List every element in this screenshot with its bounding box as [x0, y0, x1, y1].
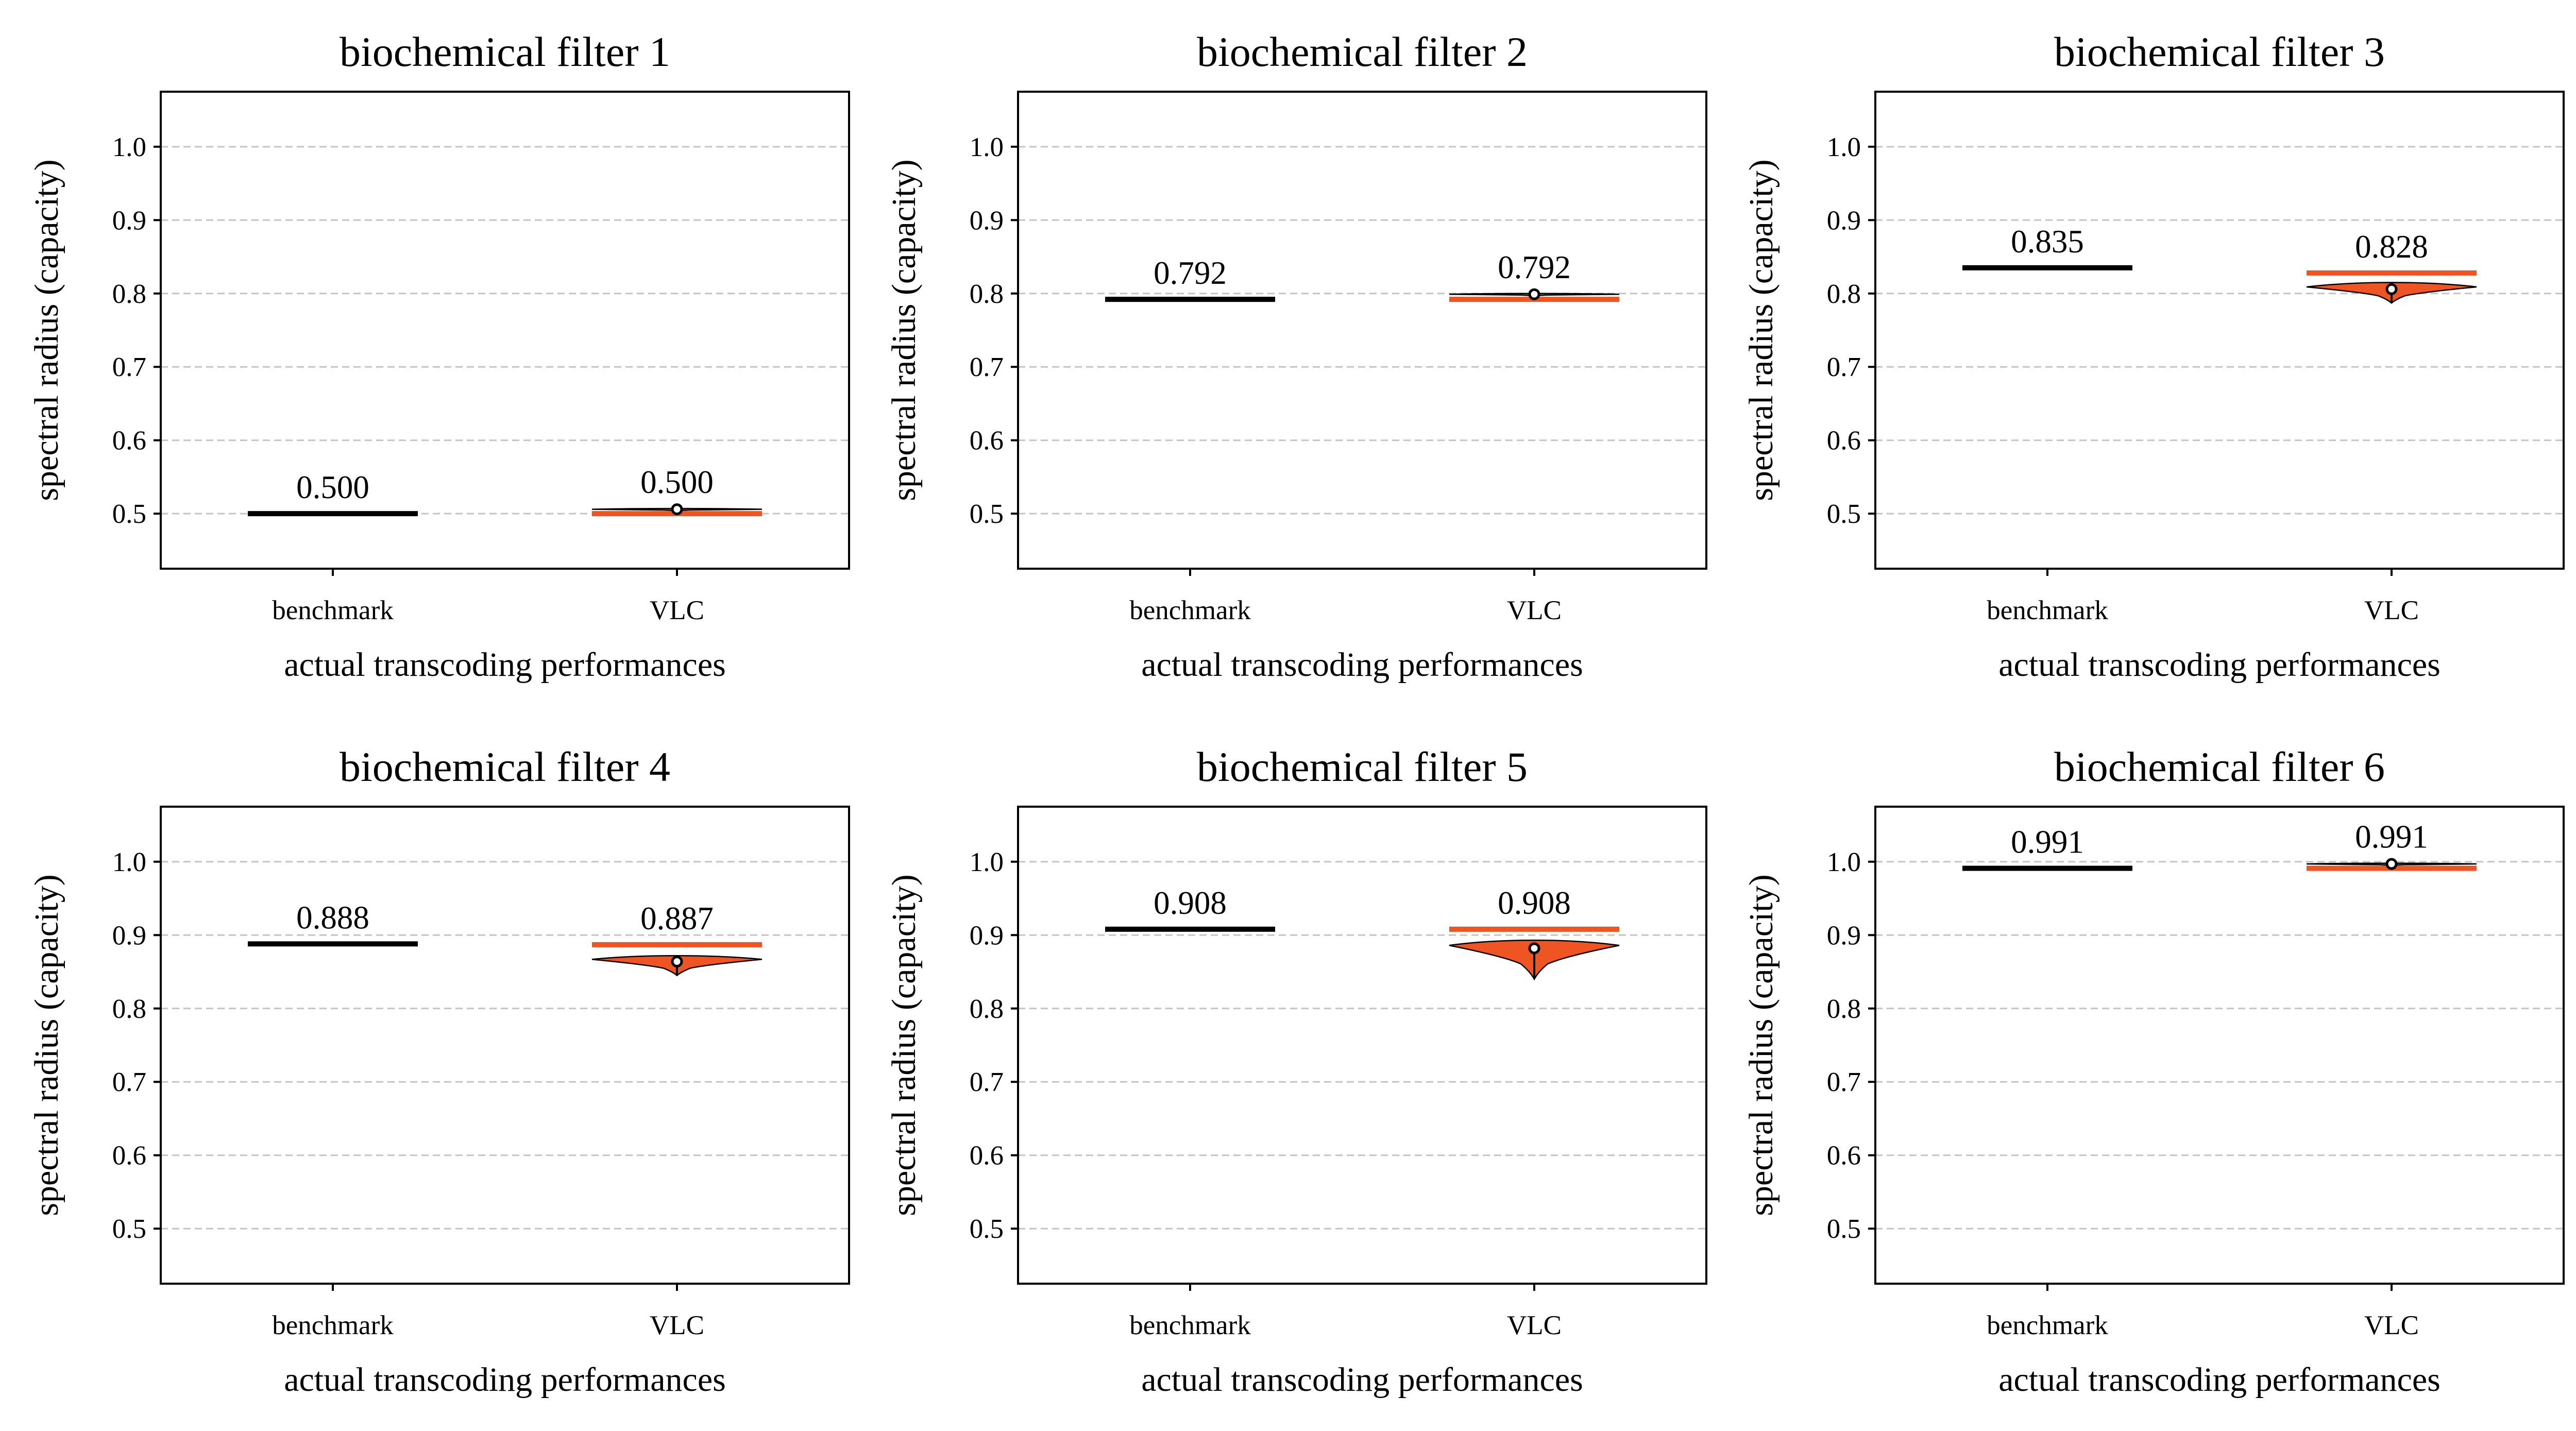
benchmark-value-label: 0.888 — [296, 899, 369, 935]
y-tick-label: 0.8 — [1827, 994, 1861, 1024]
vlc-value-label: 0.500 — [640, 464, 714, 500]
x-tick-label: VLC — [2364, 595, 2419, 625]
y-tick-label: 1.0 — [970, 847, 1004, 877]
plot-frame — [1017, 91, 1707, 570]
y-tick-label: 0.9 — [1827, 921, 1861, 950]
y-tick-label: 1.0 — [112, 132, 146, 162]
y-tick-label: 0.6 — [112, 426, 146, 456]
plot-frame — [160, 91, 850, 570]
x-tick-label: benchmark — [1987, 595, 2108, 625]
benchmark-value-label: 0.792 — [1154, 255, 1227, 291]
chart-title: biochemical filter 1 — [340, 28, 670, 75]
x-tick-label: VLC — [1507, 595, 1562, 625]
y-tick-label: 0.9 — [970, 206, 1004, 235]
benchmark-value-label: 0.835 — [2011, 224, 2084, 260]
benchmark-value-label: 0.500 — [296, 469, 369, 505]
x-tick-label: VLC — [650, 1310, 704, 1340]
x-axis-label: actual transcoding performances — [1998, 1361, 2441, 1399]
chart-title: biochemical filter 6 — [2054, 743, 2385, 790]
y-tick-label: 0.8 — [112, 994, 146, 1024]
x-tick-label: VLC — [650, 595, 704, 625]
y-tick-label: 0.5 — [112, 499, 146, 529]
y-axis-label: spectral radius (capacity) — [885, 159, 923, 501]
panel-2: 0.5 0.6 0.7 0.8 0.9 1.0 benchmark VLC 0.792 0.792… — [885, 28, 1707, 684]
plot-frame — [160, 806, 850, 1285]
y-tick-label: 1.0 — [1827, 847, 1861, 877]
plot-frame — [1017, 806, 1707, 1285]
y-tick-label: 0.7 — [970, 352, 1004, 382]
vlc-mean-marker — [671, 956, 683, 968]
y-axis-label: spectral radius (capacity) — [28, 874, 65, 1216]
panel-1: 0.5 0.6 0.7 0.8 0.9 1.0 benchmark VLC 0.500 0.500… — [28, 28, 850, 684]
y-tick-label: 1.0 — [970, 132, 1004, 162]
y-tick-label: 0.6 — [970, 426, 1004, 456]
y-tick-label: 0.6 — [112, 1141, 146, 1171]
benchmark-value-label: 0.908 — [1154, 885, 1227, 921]
y-tick-label: 0.8 — [1827, 279, 1861, 309]
panel-6: 0.5 0.6 0.7 0.8 0.9 1.0 benchmark VLC 0.991 0.991… — [1742, 743, 2565, 1399]
y-tick-label: 0.8 — [970, 279, 1004, 309]
y-tick-label: 1.0 — [1827, 132, 1861, 162]
plot-frame — [1874, 806, 2565, 1285]
chart-title: biochemical filter 2 — [1197, 28, 1528, 75]
y-tick-label: 0.5 — [970, 1214, 1004, 1244]
x-tick-label: benchmark — [1987, 1310, 2108, 1340]
vlc-mean-marker — [2385, 283, 2398, 295]
y-tick-label: 0.8 — [970, 994, 1004, 1024]
x-axis-label: actual transcoding performances — [284, 1361, 726, 1399]
vlc-value-label: 0.991 — [2355, 819, 2428, 855]
vlc-mean-marker — [671, 503, 683, 516]
y-axis-label: spectral radius (capacity) — [1742, 159, 1780, 501]
x-tick-label: VLC — [1507, 1310, 1562, 1340]
vlc-mean-marker — [2385, 858, 2398, 870]
panel-3: 0.5 0.6 0.7 0.8 0.9 1.0 benchmark VLC 0.835 0.828… — [1742, 28, 2565, 684]
y-tick-label: 0.8 — [112, 279, 146, 309]
chart-title: biochemical filter 3 — [2054, 28, 2385, 75]
x-axis-label: actual transcoding performances — [284, 646, 726, 684]
y-tick-label: 0.7 — [1827, 352, 1861, 382]
x-axis-label: actual transcoding performances — [1141, 646, 1583, 684]
y-tick-label: 0.6 — [970, 1141, 1004, 1171]
y-tick-label: 0.9 — [1827, 206, 1861, 235]
y-tick-label: 0.5 — [1827, 1214, 1861, 1244]
panel-4: 0.5 0.6 0.7 0.8 0.9 1.0 benchmark VLC 0.888 0.887… — [28, 743, 850, 1399]
x-tick-label: benchmark — [1129, 1310, 1251, 1340]
y-tick-label: 0.7 — [112, 1067, 146, 1097]
vlc-mean-marker — [1528, 288, 1540, 300]
chart-title: biochemical filter 5 — [1197, 743, 1528, 790]
chart-title: biochemical filter 4 — [340, 743, 670, 790]
panel-5: 0.5 0.6 0.7 0.8 0.9 1.0 benchmark VLC 0.908 0.908… — [885, 743, 1707, 1399]
vlc-mean-marker — [1528, 942, 1540, 955]
x-tick-label: benchmark — [272, 1310, 394, 1340]
y-tick-label: 0.7 — [970, 1067, 1004, 1097]
y-tick-label: 0.5 — [970, 499, 1004, 529]
y-tick-label: 0.7 — [1827, 1067, 1861, 1097]
x-tick-label: benchmark — [272, 595, 394, 625]
x-axis-label: actual transcoding performances — [1141, 1361, 1583, 1399]
vlc-value-label: 0.908 — [1498, 885, 1571, 921]
y-tick-label: 0.5 — [1827, 499, 1861, 529]
y-axis-label: spectral radius (capacity) — [885, 874, 923, 1216]
y-axis-label: spectral radius (capacity) — [1742, 874, 1780, 1216]
vlc-value-label: 0.828 — [2355, 229, 2428, 265]
y-tick-label: 0.9 — [112, 921, 146, 950]
x-tick-label: benchmark — [1129, 595, 1251, 625]
x-axis-label: actual transcoding performances — [1998, 646, 2441, 684]
benchmark-value-label: 0.991 — [2011, 824, 2084, 860]
y-tick-label: 0.5 — [112, 1214, 146, 1244]
y-tick-label: 1.0 — [112, 847, 146, 877]
y-tick-label: 0.9 — [112, 206, 146, 235]
y-axis-label: spectral radius (capacity) — [28, 159, 65, 501]
y-tick-label: 0.7 — [112, 352, 146, 382]
y-tick-label: 0.9 — [970, 921, 1004, 950]
y-tick-label: 0.6 — [1827, 1141, 1861, 1171]
y-tick-label: 0.6 — [1827, 426, 1861, 456]
vlc-value-label: 0.887 — [640, 900, 714, 936]
plot-frame — [1874, 91, 2565, 570]
x-tick-label: VLC — [2364, 1310, 2419, 1340]
vlc-value-label: 0.792 — [1498, 249, 1571, 285]
